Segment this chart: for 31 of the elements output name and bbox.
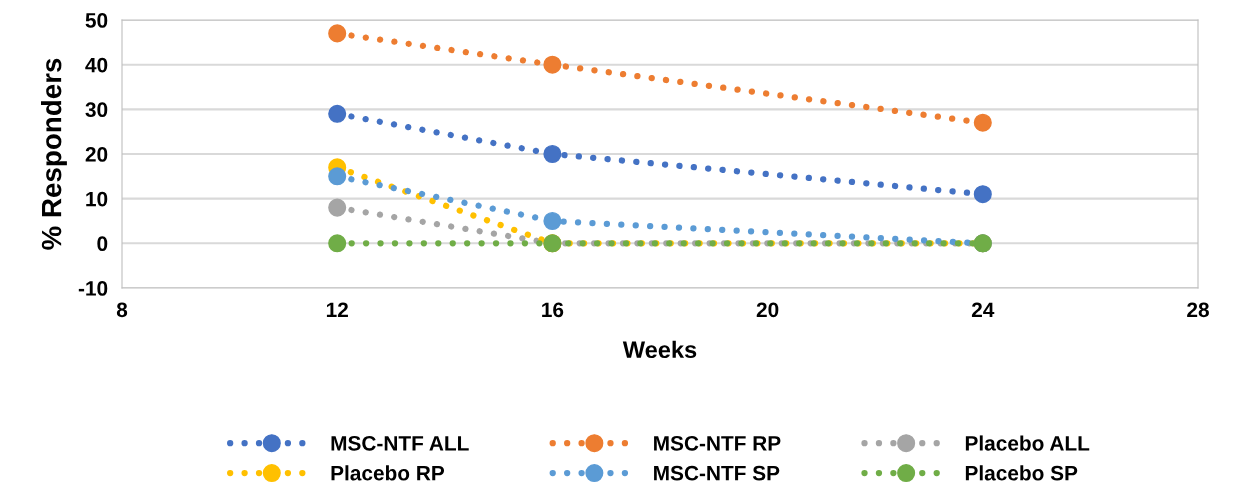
y-tick-label: 10 [86, 191, 108, 207]
x-tick-label: 24 [971, 302, 995, 317]
y-tick-label: 40 [85, 57, 108, 73]
y-tick-label: 20 [85, 147, 108, 162]
y-tick-label: 30 [85, 102, 108, 118]
point [328, 234, 347, 253]
legend-label: MSC-NTF SP [654, 465, 780, 481]
x-tick-label: 12 [326, 302, 348, 317]
point [543, 144, 562, 164]
point [328, 24, 347, 43]
y-tick-label: -10 [78, 281, 108, 296]
point [973, 113, 992, 132]
point [543, 55, 562, 74]
point [328, 198, 347, 217]
y-tick-label: 0 [97, 236, 108, 252]
x-tick-label: 8 [116, 302, 128, 318]
y-tick-label: 50 [85, 13, 108, 28]
x-tick-label: 16 [542, 302, 564, 318]
point [543, 211, 562, 231]
legend-label: MSC-NTF RP [654, 435, 781, 451]
legend-label: Placebo RP [331, 465, 445, 481]
x-tick-label: 20 [756, 302, 779, 318]
legend-label: Placebo ALL [965, 435, 1090, 451]
x-axis-title: Weeks [622, 340, 697, 359]
point [328, 167, 347, 186]
x-tick-label: 28 [1187, 302, 1209, 318]
point [973, 185, 992, 204]
legend-label: MSC-NTF ALL [331, 435, 469, 451]
y-axis-title: % Responders [41, 58, 67, 250]
legend-label: Placebo SP [965, 465, 1078, 481]
point [328, 104, 347, 123]
